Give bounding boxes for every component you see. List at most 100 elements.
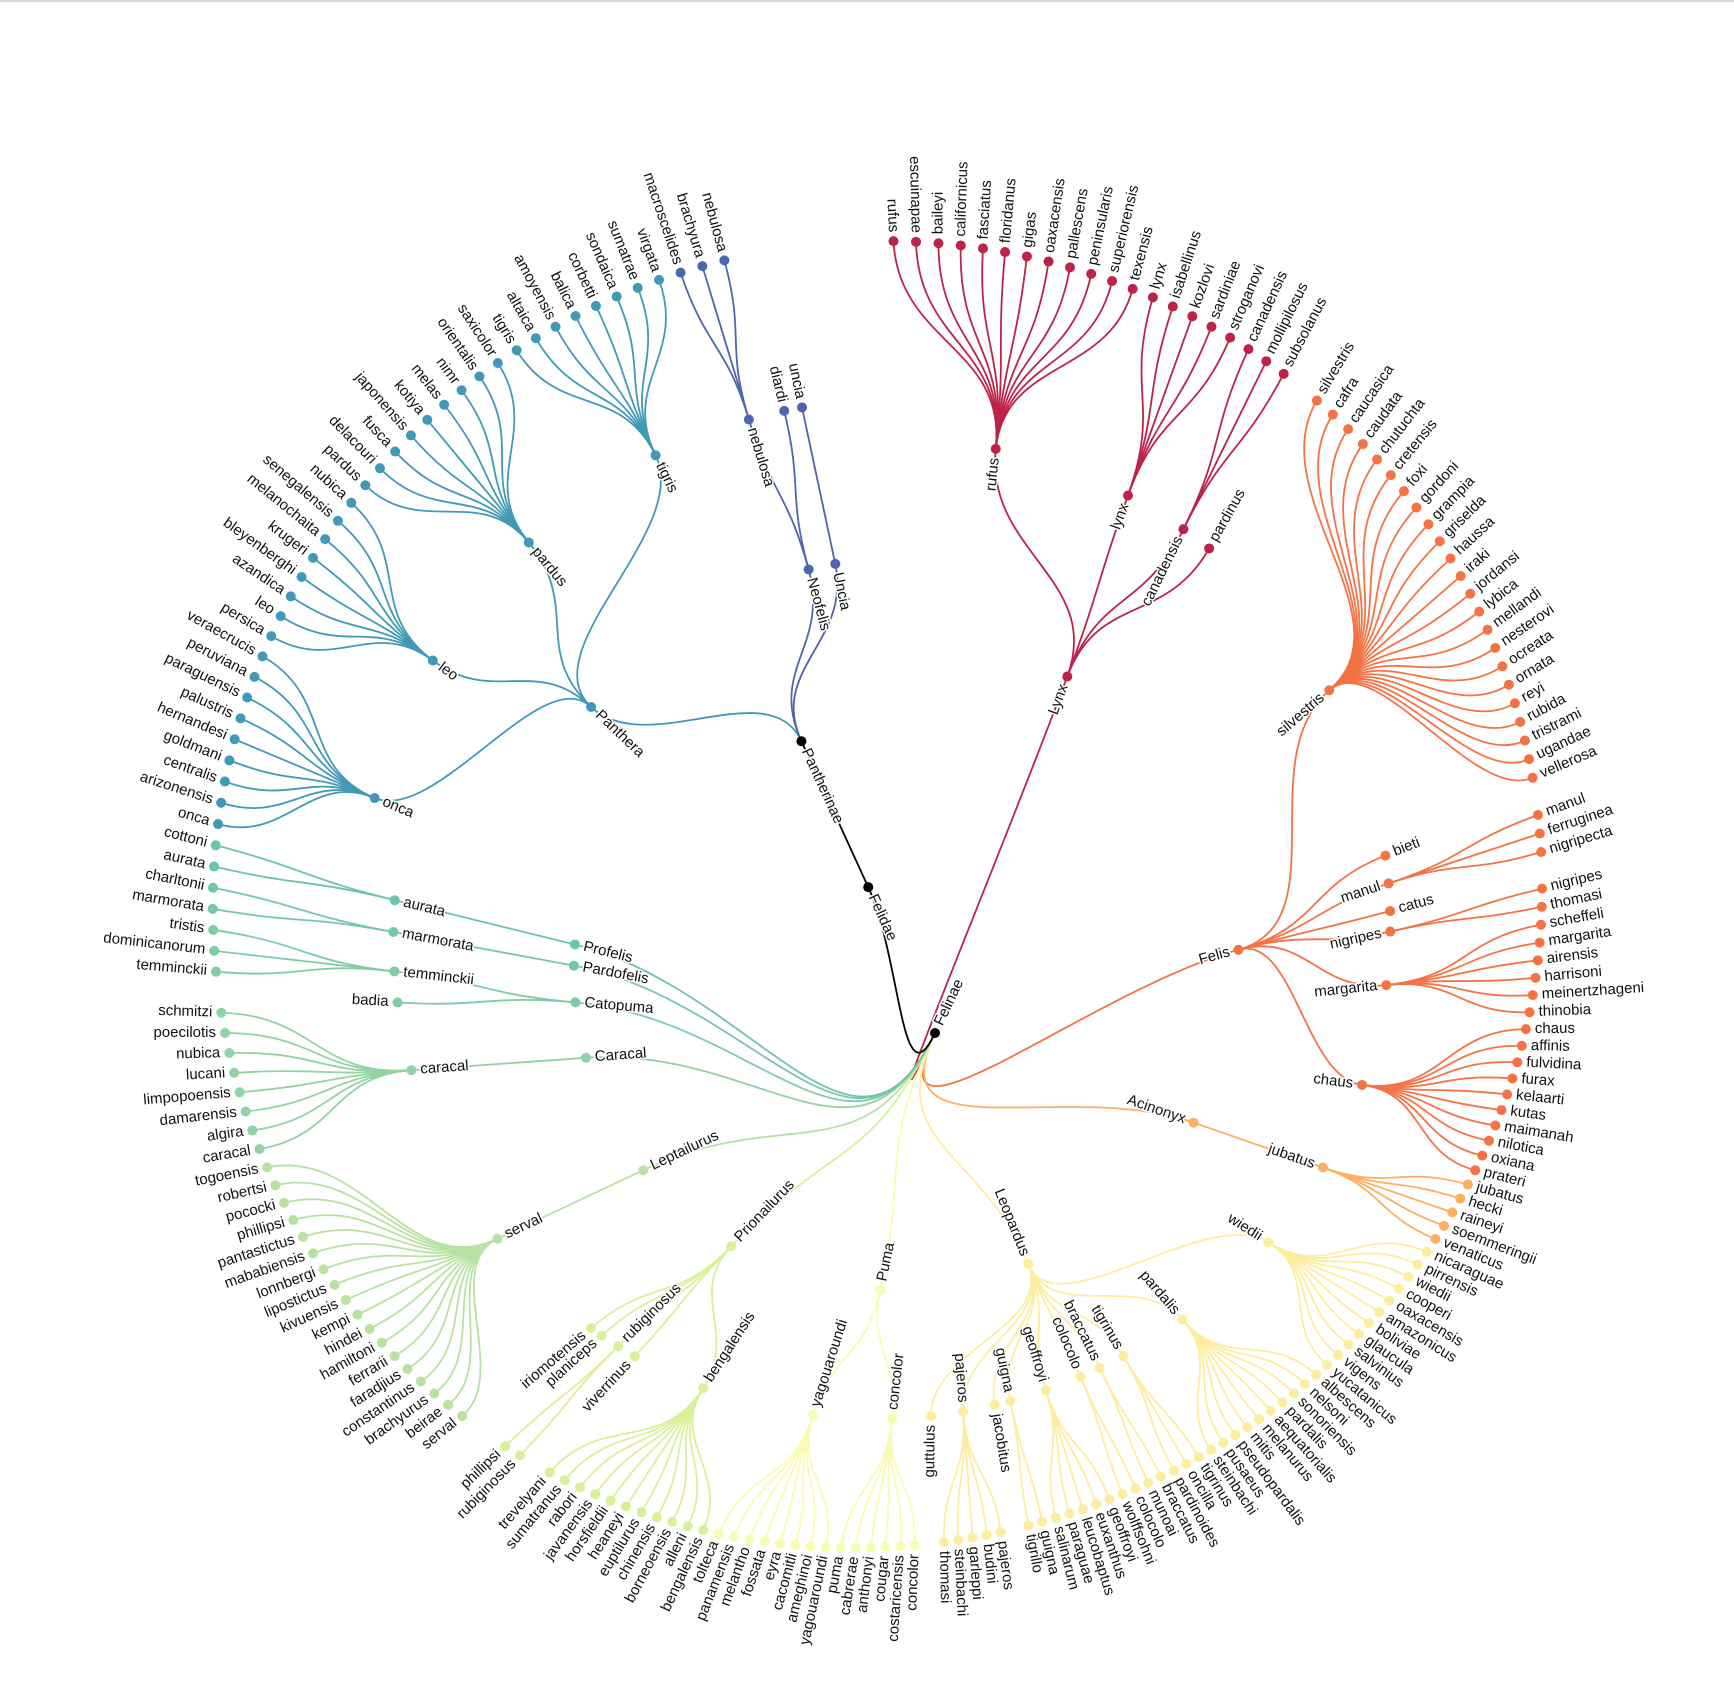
- leaf-dot: [1470, 1165, 1481, 1176]
- link: [915, 241, 998, 449]
- leaf-dot: [1411, 502, 1422, 513]
- link: [1238, 930, 1391, 951]
- link: [1238, 882, 1389, 951]
- link: [350, 502, 434, 662]
- leaf-dot: [1288, 1388, 1299, 1399]
- leaf-dot: [1156, 1471, 1167, 1482]
- leaf-label: thomasi: [936, 1551, 954, 1604]
- leaf-dot: [1218, 1437, 1229, 1448]
- node-label: leo: [435, 659, 461, 685]
- node-label: Felinae: [931, 977, 967, 1029]
- leaf-dot: [346, 497, 357, 508]
- leaf-label: schmitzi: [158, 1002, 213, 1021]
- leaf-dot: [224, 755, 235, 766]
- node-label: Felidae: [865, 892, 901, 944]
- link: [1328, 665, 1503, 691]
- leaf-dot: [682, 1521, 693, 1532]
- link: [1066, 528, 1185, 677]
- node-dot: [726, 1241, 737, 1252]
- leaf-dot: [1181, 1458, 1192, 1469]
- leaf-dot: [405, 430, 416, 441]
- link: [220, 789, 376, 809]
- links: [212, 241, 1543, 1548]
- leaf-dot: [1503, 679, 1514, 690]
- link: [397, 999, 576, 1005]
- link: [1328, 673, 1510, 697]
- link: [918, 1032, 1029, 1265]
- node-label: pajeros: [951, 1353, 972, 1403]
- leaf-dot: [729, 1531, 740, 1542]
- link: [1328, 679, 1526, 747]
- leaf-dot: [1050, 1512, 1061, 1523]
- node-label: canadensis: [1138, 533, 1187, 609]
- link: [590, 1245, 732, 1329]
- leaf-dot: [1107, 276, 1118, 287]
- leaf-dot: [1532, 810, 1543, 821]
- link: [867, 886, 936, 1054]
- node-dot: [887, 1413, 898, 1424]
- leaf-dot: [216, 1007, 227, 1018]
- leaf-dot: [1447, 1207, 1458, 1218]
- leaf-dot: [219, 776, 230, 787]
- node-dot: [1383, 878, 1394, 889]
- link: [215, 844, 396, 902]
- node-dot: [1075, 1371, 1086, 1382]
- leaf-dot: [511, 345, 522, 356]
- leaf-dot: [1497, 661, 1508, 672]
- link: [259, 1069, 412, 1150]
- leaf-label: bieti: [1390, 834, 1422, 860]
- leaf-dot: [995, 1527, 1006, 1538]
- link: [779, 1414, 814, 1544]
- leaf-label: baileyi: [929, 192, 946, 235]
- node-label: pardus: [528, 544, 570, 590]
- leaf-label: lucani: [186, 1064, 226, 1083]
- leaf-dot: [364, 1323, 375, 1334]
- leaf-label: costaricensis: [885, 1555, 908, 1643]
- leaf-dot: [1023, 1520, 1034, 1531]
- leaf-dot: [213, 819, 224, 830]
- node-label: silvestris: [1273, 689, 1328, 740]
- node-dot: [698, 1383, 709, 1394]
- leaf-dot: [1455, 571, 1466, 582]
- leaf-dot: [1534, 937, 1545, 948]
- leaf-label: budini: [980, 1543, 1001, 1585]
- leaf-dot: [585, 1323, 596, 1334]
- leaf-dot: [1254, 1414, 1265, 1425]
- leaf-dot: [1332, 1349, 1343, 1360]
- leaf-dot: [559, 1475, 570, 1486]
- leaf-dot: [1537, 883, 1548, 894]
- leaf-label: fasciatus: [975, 180, 996, 240]
- leaf-label: gigas: [1019, 211, 1040, 249]
- node-label: yagouaroundi: [807, 1317, 851, 1409]
- leaf-dot: [938, 1536, 949, 1547]
- leaf-dot: [797, 402, 808, 413]
- node-label: Lynx: [1045, 681, 1072, 717]
- leaf-label: furax: [1521, 1070, 1556, 1090]
- node-dot: [1356, 1079, 1367, 1090]
- leaf-dot: [374, 463, 385, 474]
- link: [224, 1032, 412, 1072]
- leaf-dot: [207, 903, 218, 914]
- link: [1027, 1263, 1082, 1378]
- leaf-label: pajeros: [994, 1540, 1017, 1591]
- leaf-dot: [235, 713, 246, 724]
- leaf-dot: [1265, 1405, 1276, 1416]
- labels: rufus escuinapae baileyi californicus fascia…: [102, 156, 1644, 1647]
- link: [212, 908, 394, 933]
- link: [929, 1263, 1033, 1416]
- leaf-label: algira: [206, 1123, 245, 1145]
- leaf-dot: [697, 261, 708, 272]
- leaf-dot: [1343, 1339, 1354, 1350]
- link: [374, 698, 592, 802]
- leaf-dot: [820, 1542, 831, 1553]
- leaf-dot: [1357, 439, 1368, 450]
- leaf-dot: [1524, 1007, 1535, 1018]
- leaf-dot: [775, 1538, 786, 1549]
- node-dot: [1381, 980, 1392, 991]
- leaf-dot: [329, 1279, 340, 1290]
- link: [1361, 1084, 1476, 1172]
- link: [393, 931, 575, 967]
- leaf-label: onca: [176, 804, 213, 830]
- link: [1066, 548, 1210, 677]
- link: [497, 362, 530, 544]
